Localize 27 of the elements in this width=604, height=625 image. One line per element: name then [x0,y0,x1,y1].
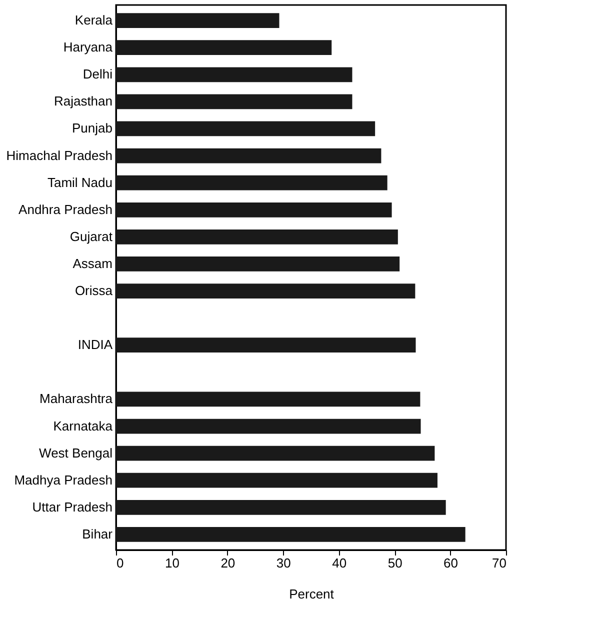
y-tick-label: Rajasthan [54,94,112,109]
y-tick-label: Assam [72,256,112,271]
x-axis-title: Percent [289,586,334,602]
y-tick-label: INDIA [78,337,113,352]
y-tick-label: Karnataka [53,418,114,434]
x-tick-label: 20 [220,556,236,570]
y-tick-label: Orissa [74,283,114,298]
y-tick-label: Madhya Pradesh [14,472,112,488]
x-tick-label: 50 [388,556,402,570]
x-tick-label: 0 [116,556,124,570]
x-tick-label: 40 [332,556,347,570]
y-tick-label: Punjab [72,120,112,136]
y-tick-label: Kerala [74,12,114,28]
y-tick-label: Tamil Nadu [47,174,112,190]
y-tick-label: Uttar Pradesh [32,499,112,514]
y-tick-label: Bihar [82,526,114,542]
y-tick-label: Maharashtra [40,391,114,406]
y-tick-label: Himachal Pradesh [6,148,112,163]
x-tick-label: 10 [164,556,180,570]
y-tick-label: Haryana [63,40,114,55]
x-tick-label: 30 [276,556,291,570]
y-tick-label: Gujarat [70,228,113,244]
x-tick-label: 60 [444,556,458,570]
y-tick-label: Delhi [82,66,113,82]
y-tick-label: Andhra Pradesh [18,202,112,217]
y-tick-label: West Bengal [39,445,113,460]
x-tick-label: 70 [492,556,506,570]
